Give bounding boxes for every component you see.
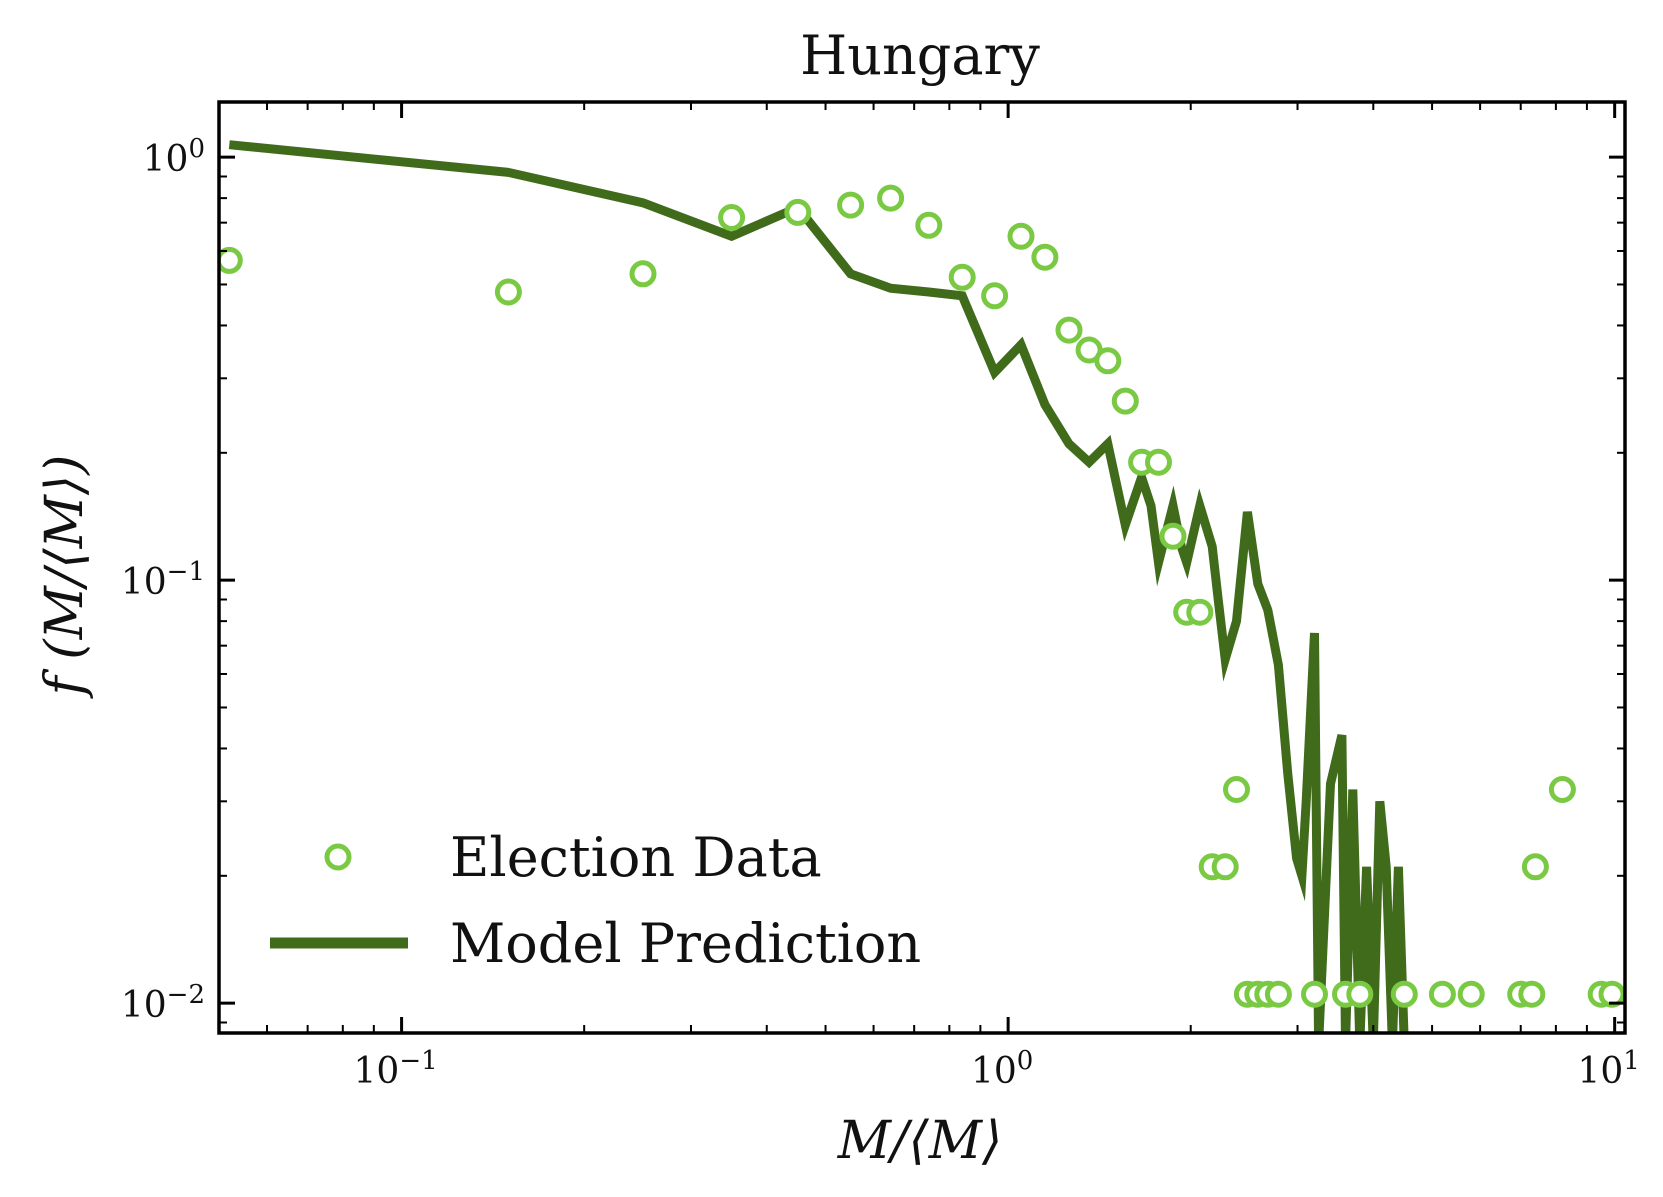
data-point-election <box>1521 853 1549 881</box>
data-point-election <box>494 278 522 306</box>
data-point-election <box>1055 316 1083 344</box>
legend-label-election-data: Election Data <box>450 826 822 889</box>
y-axis-label: f (M/⟨M⟩) <box>35 455 95 700</box>
data-point-election <box>1518 980 1546 1008</box>
data-point-election <box>1598 980 1625 1008</box>
plot-area: 10−1 100 101 10−2 10−1 100 <box>121 100 1640 1092</box>
data-point-election <box>784 198 812 226</box>
data-point-election <box>1159 522 1187 550</box>
x-tick-label: 10−1 <box>354 1046 438 1092</box>
data-point-election <box>1111 387 1139 415</box>
data-point-election <box>915 211 943 239</box>
data-point-election <box>837 191 865 219</box>
data-point-election <box>1264 980 1292 1008</box>
legend: Election Data Model Prediction <box>270 826 921 975</box>
data-point-election <box>629 260 657 288</box>
data-point-election <box>877 184 905 212</box>
legend-label-model-prediction: Model Prediction <box>450 912 921 975</box>
data-point-election <box>1145 448 1172 476</box>
data-point-election <box>1346 980 1374 1008</box>
data-point-election <box>1390 980 1418 1008</box>
data-point-election <box>1457 980 1485 1008</box>
data-point-election <box>219 246 243 274</box>
data-point-election <box>718 204 746 231</box>
data-point-election <box>1428 980 1456 1008</box>
data-point-election <box>1094 347 1122 375</box>
x-tick-label: 100 <box>971 1046 1033 1092</box>
data-point-election <box>981 282 1009 310</box>
data-point-election <box>1186 598 1214 626</box>
x-axis-label: M/⟨M⟩ <box>837 1111 1003 1171</box>
y-tick-label: 10−2 <box>121 980 205 1026</box>
data-point-election <box>1301 980 1328 1008</box>
chart-title: Hungary <box>800 24 1040 87</box>
data-layer <box>219 140 1625 1033</box>
plot-frame <box>217 100 1627 1035</box>
data-point-election <box>1031 243 1059 271</box>
data-point-election <box>1007 222 1035 250</box>
data-point-election <box>1223 776 1250 803</box>
y-tick-label: 10−1 <box>121 557 205 603</box>
x-tick-label: 101 <box>1577 1046 1639 1092</box>
legend-marker-election-data <box>324 843 352 871</box>
data-point-election <box>948 263 976 291</box>
data-point-election <box>1211 853 1239 881</box>
data-point-election <box>1548 776 1576 803</box>
series-line-model-prediction <box>228 140 1409 1033</box>
y-tick-label: 100 <box>143 134 205 180</box>
